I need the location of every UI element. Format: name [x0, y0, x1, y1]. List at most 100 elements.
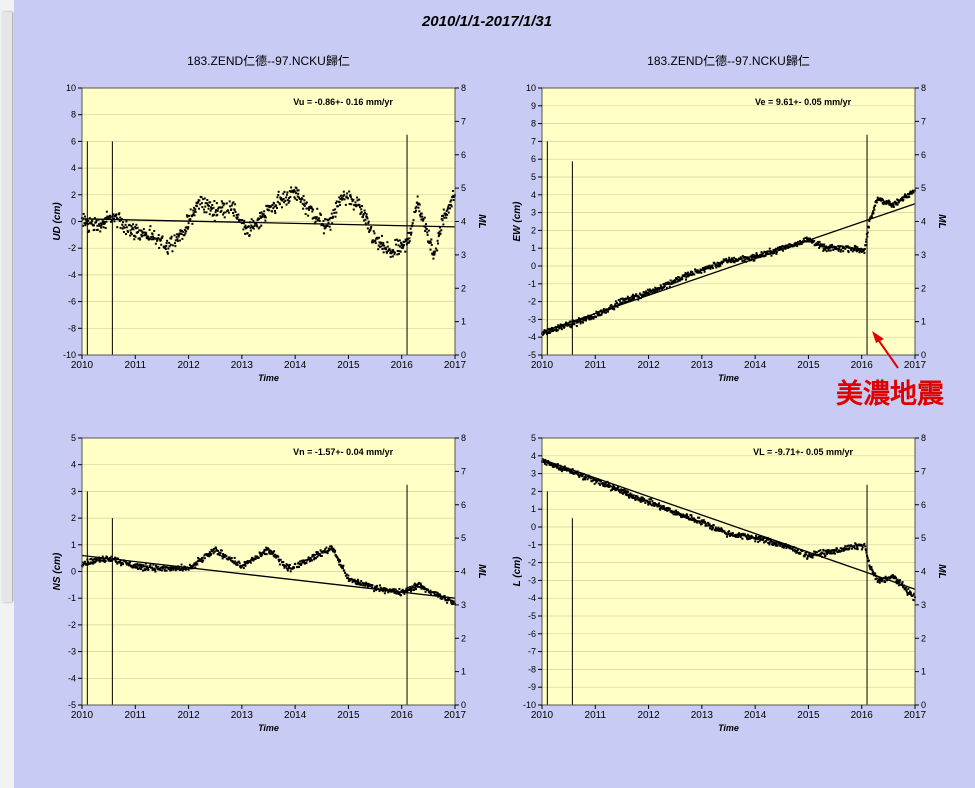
- data-point: [212, 206, 215, 209]
- data-point: [585, 318, 588, 321]
- data-point: [696, 269, 699, 272]
- data-point: [317, 552, 320, 555]
- data-point: [197, 556, 200, 559]
- data-point: [361, 581, 364, 584]
- data-point: [665, 281, 668, 284]
- data-point: [180, 563, 183, 566]
- data-point: [228, 556, 231, 559]
- data-point: [132, 223, 135, 226]
- data-point: [661, 507, 664, 510]
- data-point: [901, 581, 904, 584]
- data-point: [601, 311, 604, 314]
- y-tick-label: 2: [531, 486, 536, 496]
- data-point: [896, 578, 899, 581]
- data-point: [677, 276, 680, 279]
- data-point: [224, 553, 227, 556]
- data-point: [571, 468, 574, 471]
- data-point: [623, 490, 626, 493]
- data-point: [153, 229, 156, 232]
- data-point: [855, 250, 858, 253]
- data-point: [863, 542, 866, 545]
- data-point: [820, 243, 823, 246]
- data-point: [546, 332, 549, 335]
- data-point: [169, 566, 172, 569]
- data-point: [293, 190, 296, 193]
- data-point: [900, 199, 903, 202]
- data-point: [668, 285, 671, 288]
- data-point: [331, 216, 334, 219]
- data-point: [855, 547, 858, 550]
- data-point: [864, 244, 867, 247]
- data-point: [154, 242, 157, 245]
- data-point: [361, 216, 364, 219]
- data-point: [95, 219, 98, 222]
- data-point: [617, 299, 620, 302]
- data-point: [231, 202, 234, 205]
- data-point: [444, 597, 447, 600]
- data-point: [801, 240, 804, 243]
- data-point: [350, 203, 353, 206]
- data-point: [823, 243, 826, 246]
- y2-tick-label: 7: [461, 116, 466, 126]
- y2-tick-label: 4: [921, 567, 926, 577]
- data-point: [140, 235, 143, 238]
- data-point: [444, 599, 447, 602]
- data-point: [240, 565, 243, 568]
- data-point: [730, 259, 733, 262]
- y2-tick-label: 8: [461, 433, 466, 443]
- data-point: [180, 568, 183, 571]
- x-tick-label: 2016: [391, 360, 414, 371]
- data-point: [141, 569, 144, 572]
- data-point: [262, 551, 265, 554]
- y-tick-label: 1: [71, 540, 76, 550]
- data-point: [589, 316, 592, 319]
- data-point: [683, 275, 686, 278]
- data-point: [703, 270, 706, 273]
- data-point: [195, 205, 198, 208]
- data-point: [752, 253, 755, 256]
- data-point: [897, 584, 900, 587]
- data-point: [659, 504, 662, 507]
- data-point: [137, 564, 140, 567]
- data-point: [143, 231, 146, 234]
- x-tick-label: 2011: [125, 710, 147, 721]
- data-point: [863, 248, 866, 251]
- data-point: [397, 592, 400, 595]
- data-point: [141, 231, 144, 234]
- data-point: [396, 249, 399, 252]
- data-point: [805, 236, 808, 239]
- data-point: [125, 226, 128, 229]
- data-point: [285, 193, 288, 196]
- data-point: [110, 555, 113, 558]
- data-point: [206, 554, 209, 557]
- data-point: [423, 586, 426, 589]
- data-point: [434, 593, 437, 596]
- data-point: [748, 257, 751, 260]
- data-point: [202, 198, 205, 201]
- data-point: [432, 250, 435, 253]
- data-point: [246, 232, 249, 235]
- data-point: [161, 236, 164, 239]
- data-points: [541, 189, 916, 336]
- data-point: [325, 218, 328, 221]
- data-point: [745, 535, 748, 538]
- data-point: [828, 247, 831, 250]
- data-point: [174, 239, 177, 242]
- y-tick-label: 5: [71, 433, 76, 443]
- data-point: [142, 564, 145, 567]
- data-point: [273, 550, 276, 553]
- data-point: [872, 210, 875, 213]
- data-point: [628, 297, 631, 300]
- data-point: [146, 565, 149, 568]
- data-point: [168, 568, 171, 571]
- data-point: [627, 297, 630, 300]
- data-point: [625, 491, 628, 494]
- data-point: [300, 559, 303, 562]
- data-point: [105, 216, 108, 219]
- data-point: [623, 298, 626, 301]
- data-point: [885, 203, 888, 206]
- data-point: [267, 548, 270, 551]
- data-point: [729, 533, 732, 536]
- data-point: [824, 247, 827, 250]
